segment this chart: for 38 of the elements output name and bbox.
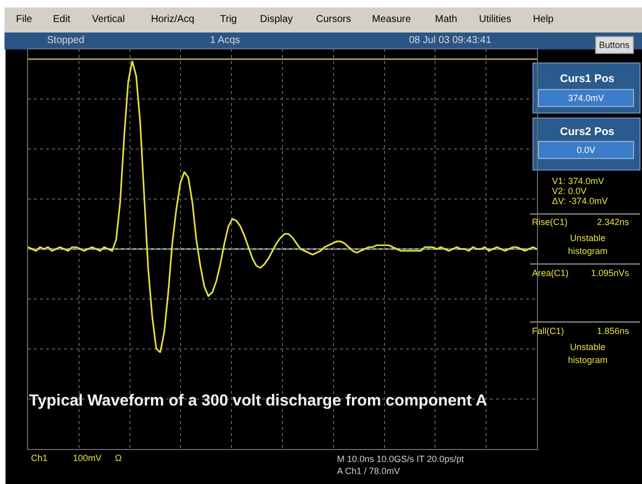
text: Vertical	[92, 14, 125, 25]
text: 08 Jul 03 09:43:41	[409, 35, 492, 46]
text: 100mV	[73, 453, 102, 463]
text: A Ch1 / 78.0mV	[337, 466, 400, 476]
text: Typical Waveform of a 300 volt discharge from component A	[29, 392, 488, 410]
text: Utilities	[479, 14, 512, 25]
text: File	[16, 14, 33, 25]
text: 0.0V	[576, 145, 596, 155]
text: Math	[435, 14, 458, 25]
text: Cursors	[316, 14, 352, 25]
text: histogram	[568, 355, 608, 365]
text: ΔV: -374.0mV	[552, 196, 608, 206]
annotation: Rise(C1)	[532, 217, 568, 227]
text: Ch1	[31, 453, 48, 463]
text: 1.856ns	[597, 326, 630, 336]
text: Display	[260, 14, 293, 25]
text: Help	[533, 14, 554, 25]
text: V2: 0.0V	[552, 186, 587, 196]
text: Ω	[115, 453, 122, 463]
text: Curs1 Pos	[560, 73, 614, 85]
text: Horiz/Acq	[151, 14, 194, 25]
text: 2.342ns	[597, 217, 630, 227]
text: Buttons	[599, 40, 630, 50]
text: V1: 374.0mV	[552, 176, 604, 186]
text: Unstable	[570, 342, 606, 352]
text: Edit	[53, 14, 70, 25]
text: 1.095nVs	[591, 268, 630, 278]
text: 1 Acqs	[210, 35, 240, 46]
text: Curs2 Pos	[560, 126, 614, 138]
text: Trig	[220, 14, 237, 25]
text: Stopped	[47, 35, 84, 46]
text: Measure	[372, 14, 412, 25]
annotation: Area(C1)	[532, 268, 569, 278]
text: M 10.0ns 10.0GS/s IT 20.0ps/pt	[337, 454, 464, 464]
text: histogram	[568, 246, 608, 256]
annotation: Fall(C1)	[532, 326, 564, 336]
text: Unstable	[570, 233, 606, 243]
text: 374.0mV	[568, 93, 604, 103]
